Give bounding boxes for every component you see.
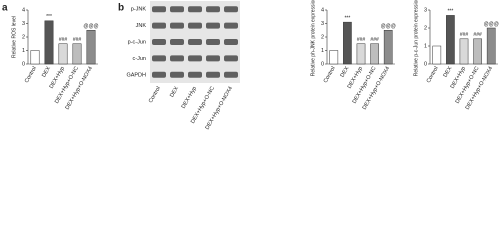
blot-band [188,55,202,62]
significance-label: ### [473,32,482,38]
bar [446,15,455,65]
panel-label: a [2,3,8,14]
blot-band [152,6,166,13]
y-tick-label: 2 [424,25,427,31]
blot-band [188,6,202,13]
blot-band [206,22,220,29]
y-tick-label: 0 [22,61,25,67]
blot-band [206,6,220,13]
bar [486,27,496,65]
significance-label: *** [344,15,350,21]
blot-row-label: c-Jun [133,56,146,62]
bar [383,30,393,65]
y-tick-label: 1 [22,48,25,54]
bar [370,43,379,65]
bar [30,50,40,65]
blot-band [170,71,184,78]
x-tick-label: DEX+Hyp+O-NOX4 [64,66,94,111]
y-tick-label: 1 [424,43,427,49]
y-tick-label: 1 [321,48,324,54]
bar [473,38,482,65]
blot-lane-label: Control [148,86,162,104]
significance-label: *** [447,9,453,15]
y-tick-label: 3 [424,7,427,13]
x-tick-label: DEX [41,65,52,78]
blot-band [152,39,166,45]
blot-band [224,22,238,29]
blot-band [188,39,202,45]
bar [72,43,82,65]
y-tick-label: 2 [22,34,25,40]
blot-band [224,39,238,45]
bar [329,50,339,65]
blot-band [224,55,238,62]
bar [356,43,366,65]
bar [44,20,54,65]
x-tick-label: Control [323,66,337,84]
y-tick-label: 3 [22,21,25,27]
y-tick-label: 2 [321,34,324,40]
significance-label: ### [59,37,68,43]
x-tick-label: Control [24,66,38,84]
y-axis-label: Relative ROS level [11,16,17,58]
x-tick-label: DEX [443,65,454,78]
y-tick-label: 4 [22,7,25,13]
blot-band [170,6,184,13]
blot-band [206,55,220,62]
blot-band [188,71,202,78]
significance-label: ### [460,32,469,38]
y-tick-label: 3 [321,21,324,27]
blot-band [170,22,184,29]
significance-label: ### [357,37,366,43]
bar [58,43,68,65]
blot-band [152,55,166,62]
blot-band [170,39,184,45]
blot-band [224,6,238,13]
blot-band [224,71,238,78]
bar [459,38,469,65]
blot-band [188,22,202,29]
blot-row-label: p-c-Jun [128,39,146,45]
bar [432,45,442,65]
significance-label: *** [46,14,52,20]
blot-row-label: JNK [136,23,147,29]
blot-band [152,71,166,78]
y-tick-label: 4 [321,7,324,13]
y-tick-label: 0 [424,61,427,67]
significance-label: ### [73,37,82,43]
bar [343,21,352,65]
bar [86,30,96,65]
significance-label: @@@ [83,24,98,30]
significance-label: @@@ [484,21,499,27]
blot-band [206,39,220,45]
significance-label: @@@ [381,24,396,30]
x-tick-label: DEX [340,65,351,78]
y-axis-label: Relative p-c-Jun protein expression [413,0,419,76]
y-axis-label: Relative ph-JNK protein expression [310,0,316,76]
blot-lane-label: DEX+Hyp [181,86,198,110]
blot-band [206,71,220,78]
blot-lane-label: DEX [169,85,180,98]
blot-row-label: GAPDH [126,72,146,78]
panel-label: b [118,3,124,14]
blot-band [152,22,166,29]
blot-row-label: p-JNK [131,7,147,13]
blot-band [170,55,184,62]
x-tick-label: Control [426,66,440,84]
significance-label: ### [370,37,379,43]
y-tick-label: 0 [321,61,324,67]
